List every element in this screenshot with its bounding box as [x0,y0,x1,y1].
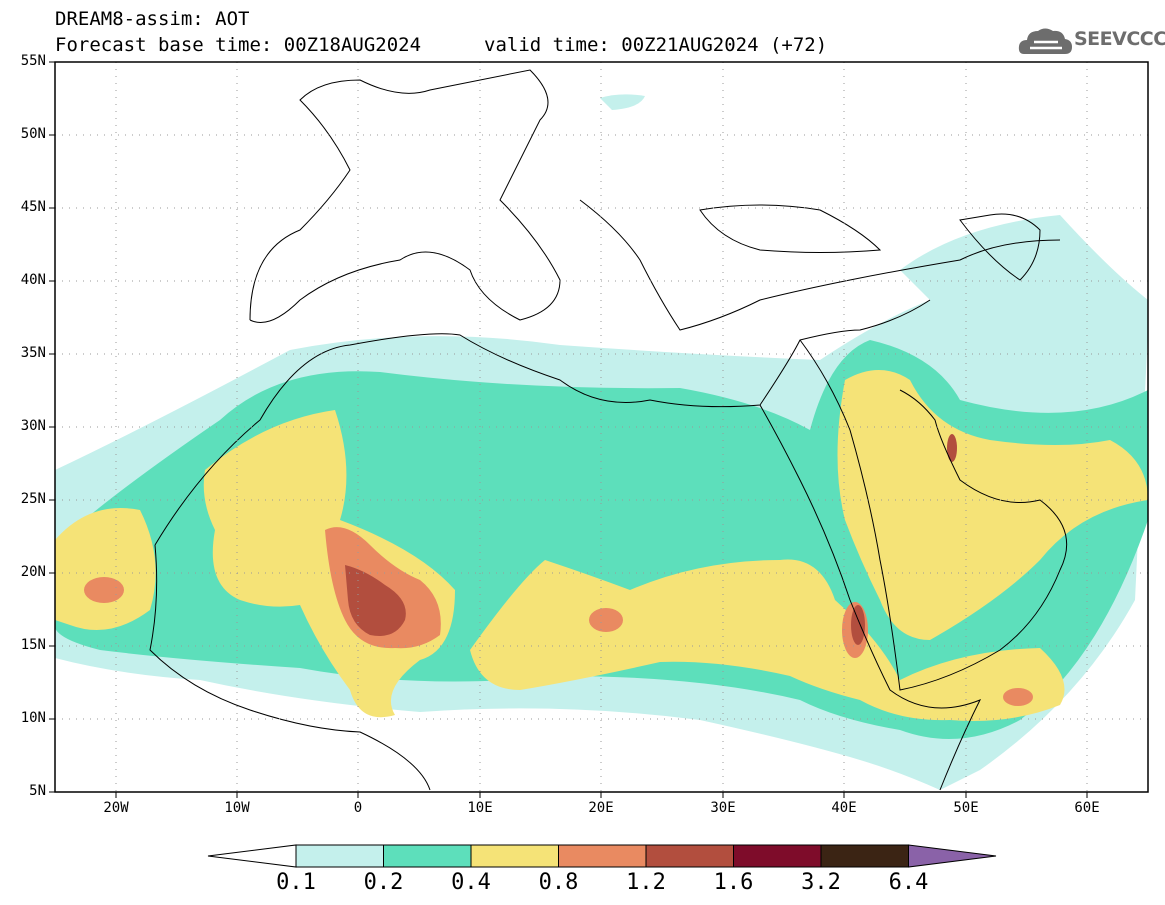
colorbar-swatch [645,844,734,868]
colorbar-swatch [558,844,647,868]
europe-coast [249,69,561,323]
colorbar-label: 3.2 [801,870,841,895]
aot-0-8-chad [589,608,623,632]
lat-label: 35N [20,345,46,361]
colorbar-label: 1.6 [713,870,754,895]
valid-time: valid time: 00Z21AUG2024 (+72) [484,34,828,56]
colorbar-low-arrow [207,844,297,868]
colorbar-swatch [383,844,472,868]
graticule [55,62,1148,792]
aot-0-4-west [55,508,156,630]
colorbar-swatch [470,844,559,868]
balkans-turkey-coast [579,199,1061,331]
lat-label: 15N [20,637,46,653]
lat-label: 20N [20,564,46,580]
lat-label: 45N [20,199,46,215]
aot-0-8-atlantic [84,577,124,603]
aot-0-4-arabia [837,370,1148,640]
aot-1-2-core [345,565,406,636]
colorbar-label: 6.4 [888,870,929,895]
lat-label: 25N [20,491,46,507]
black-sea [699,204,882,253]
cloud-icon [1018,28,1072,54]
colorbar-swatch [820,844,909,868]
colorbar-label: 0.8 [538,870,579,895]
lon-label: 40E [831,800,857,816]
aot-1-2-east [851,605,865,645]
lat-label: 10N [20,710,46,726]
caspian-sea [959,213,1041,281]
aot-1-2-gulf [947,434,957,462]
colorbar-high-arrow [908,844,997,868]
arabia-coast [799,339,1068,691]
west-africa-coast [149,544,431,791]
coastlines [149,69,1068,791]
colorbar-label: 0.1 [276,870,316,895]
lat-label: 50N [20,126,46,142]
logo-text: SEEVCCC [1074,28,1165,50]
colorbar-swatch [295,844,384,868]
colorbar-label: 0.2 [363,870,404,895]
lon-label: 20E [588,800,614,816]
lat-label: 40N [20,272,46,288]
lat-label: 55N [20,53,46,69]
lon-label: 50E [953,800,979,816]
lon-label: 0 [353,800,363,816]
north-africa-coast [154,299,931,546]
colorbar-swatch [733,844,822,868]
aot-0-8-sea [1003,688,1033,706]
lat-label: 30N [20,418,46,434]
red-sea-coast-west [759,404,982,791]
forecast-base-time: Forecast base time: 00Z18AUG2024 [55,34,422,56]
colorbar-label: 0.4 [451,870,491,895]
lon-label: 20W [103,800,129,816]
colorbar-label: 1.2 [626,870,666,895]
lon-label: 30E [710,800,736,816]
aot-0-4-sahel [470,559,1065,721]
aot-0-1-patch [600,94,645,110]
tick-marks [49,61,1088,798]
lon-label: 60E [1074,800,1100,816]
colorbar [207,844,997,868]
map-title: DREAM8-assim: AOT [55,8,250,30]
lon-label: 10E [467,800,493,816]
lat-label: 5N [29,783,46,799]
lon-label: 10W [224,800,250,816]
